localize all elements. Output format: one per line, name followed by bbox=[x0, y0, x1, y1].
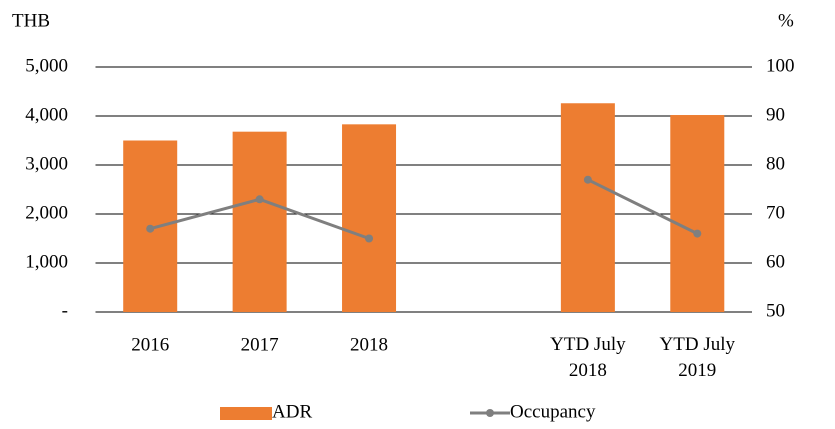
y2-tick-label: 80 bbox=[766, 153, 785, 174]
y2-axis-label: % bbox=[778, 10, 794, 31]
legend-label: Occupancy bbox=[510, 401, 596, 422]
line-marker bbox=[146, 224, 155, 233]
bar bbox=[670, 115, 725, 313]
x-tick-label: YTD July 2019 bbox=[660, 334, 736, 381]
legend-swatch bbox=[220, 407, 272, 420]
legend-marker bbox=[486, 409, 494, 417]
y2-tick-label: 100 bbox=[766, 55, 795, 76]
bar bbox=[342, 124, 397, 312]
y-tick-label: 5,000 bbox=[25, 55, 68, 76]
legend-label: ADR bbox=[272, 401, 312, 422]
y-tick-label: 1,000 bbox=[25, 251, 68, 272]
y2-tick-label: 50 bbox=[766, 300, 785, 321]
x-tick-label: 2017 bbox=[241, 334, 279, 355]
y-tick-label: 2,000 bbox=[25, 202, 68, 223]
y2-tick-label: 90 bbox=[766, 104, 785, 125]
bar bbox=[232, 131, 287, 312]
x-tick-label: YTD July 2018 bbox=[550, 334, 626, 381]
y-tick-label: - bbox=[62, 300, 68, 321]
x-tick-label: 2018 bbox=[350, 334, 388, 355]
line-marker bbox=[693, 229, 702, 238]
y-tick-label: 3,000 bbox=[25, 153, 68, 174]
line-marker bbox=[255, 195, 264, 204]
line-marker bbox=[365, 234, 374, 243]
y2-tick-label: 60 bbox=[766, 251, 785, 272]
y2-tick-label: 70 bbox=[766, 202, 785, 223]
y-axis-label: THB bbox=[12, 10, 50, 31]
y-tick-label: 4,000 bbox=[25, 104, 68, 125]
line bbox=[587, 178, 698, 235]
bar bbox=[560, 103, 615, 312]
line-marker bbox=[583, 175, 592, 184]
x-tick-label: 2016 bbox=[131, 334, 169, 355]
